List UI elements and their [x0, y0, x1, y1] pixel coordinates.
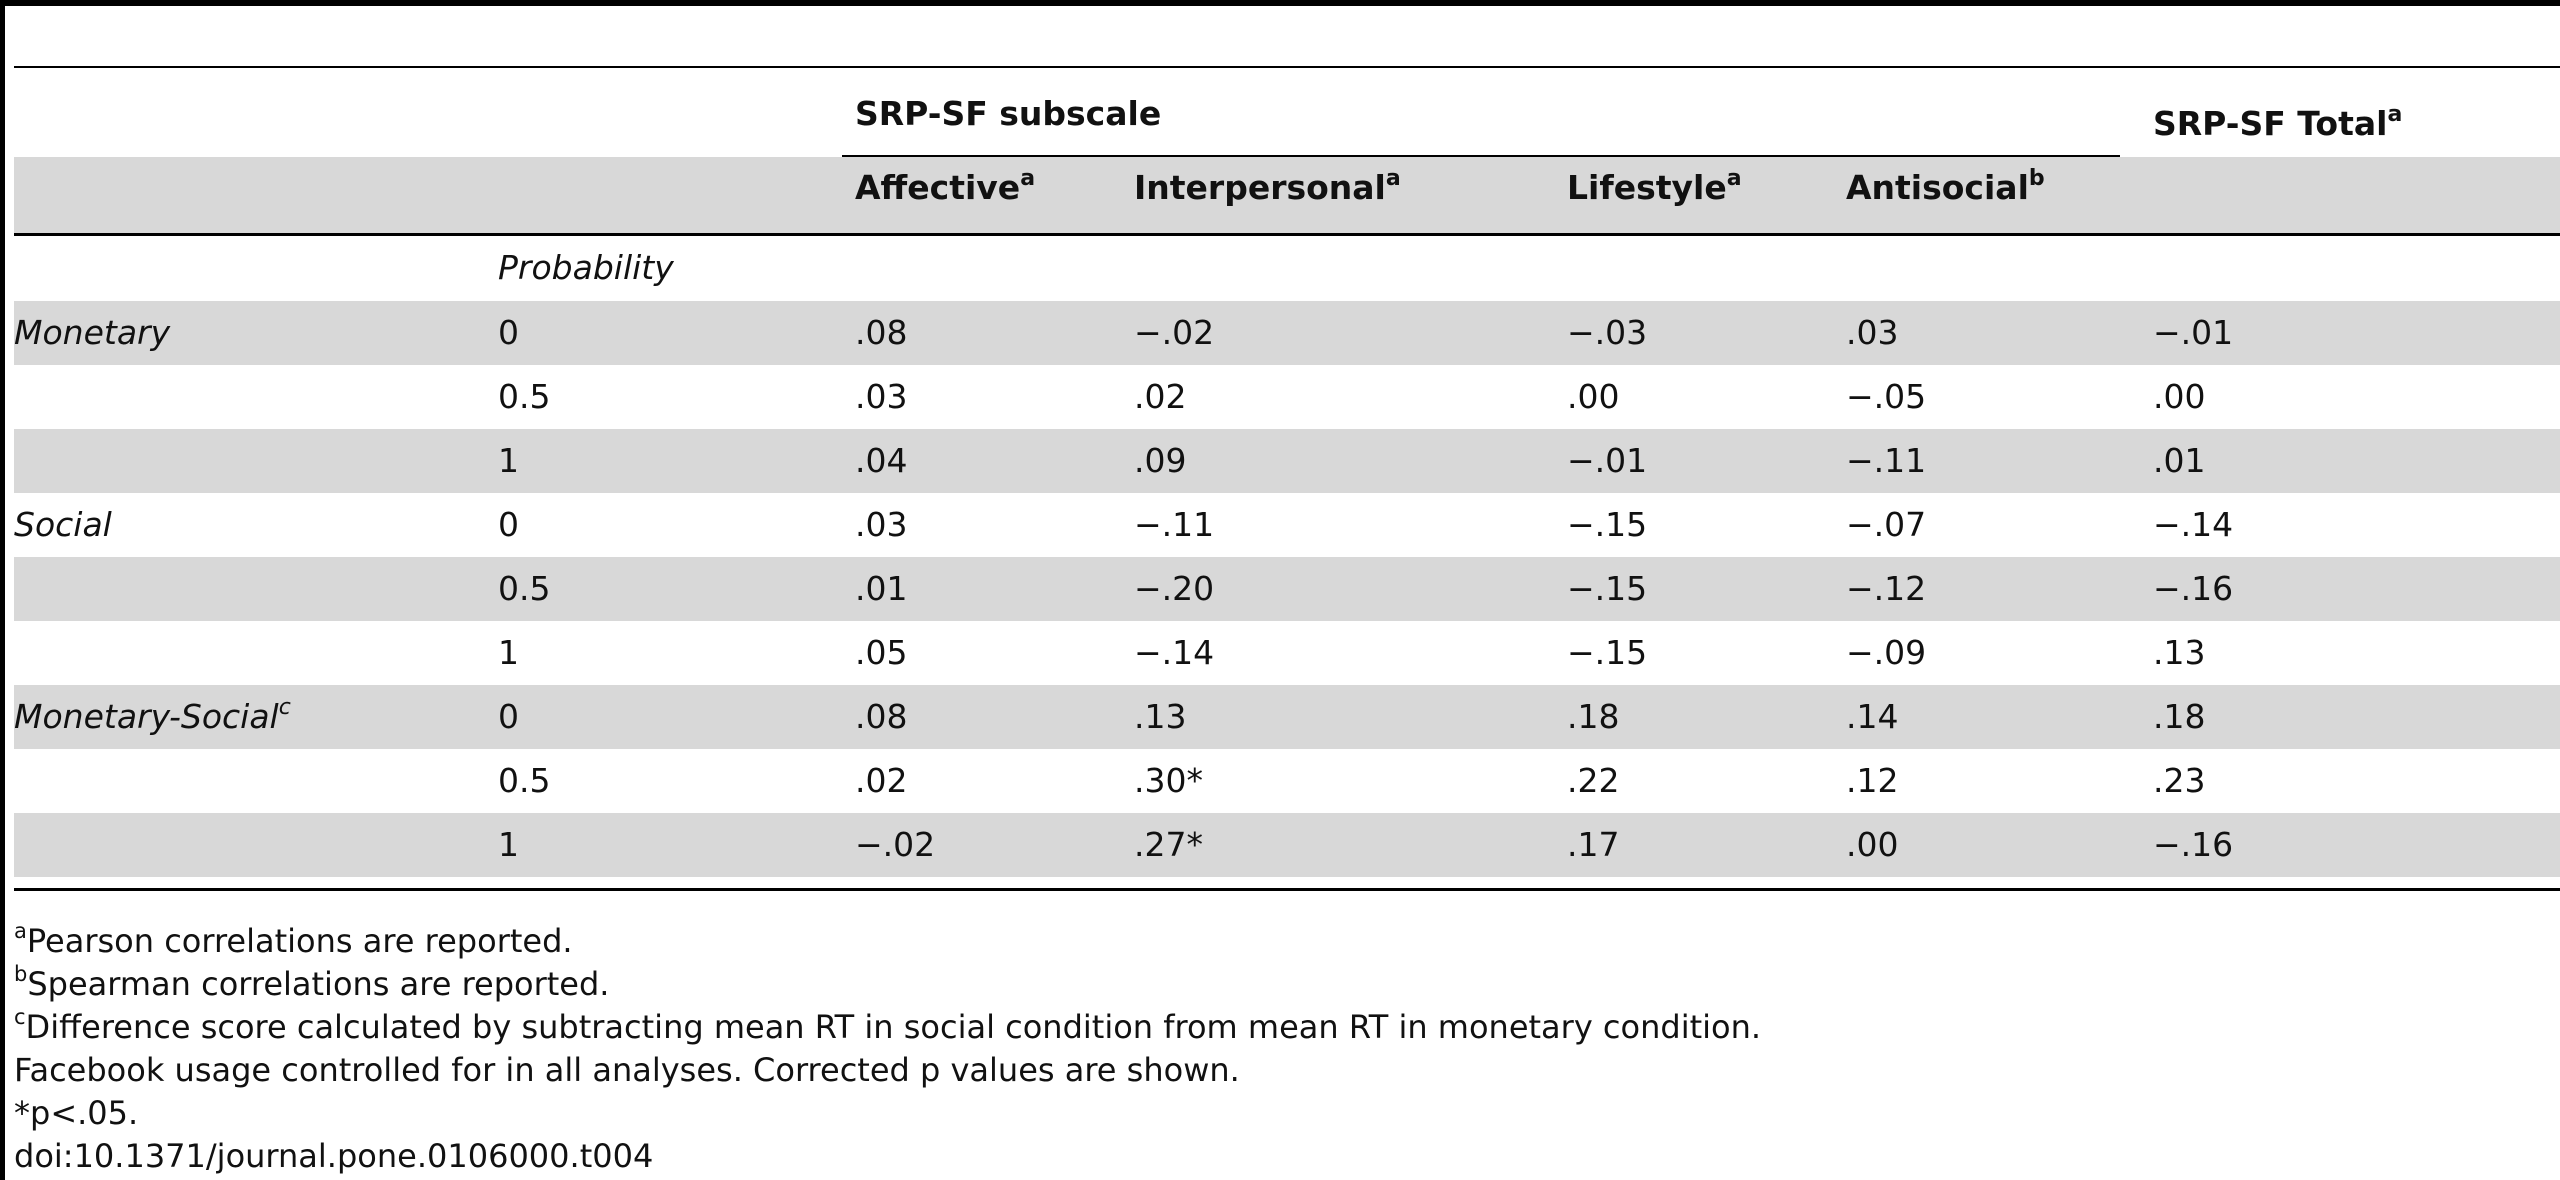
cell-antisocial: .12 [1846, 761, 1899, 800]
cell-lifestyle: .22 [1567, 761, 1620, 800]
cell-interpersonal: .13 [1134, 697, 1187, 736]
cell-interpersonal: −.20 [1134, 569, 1215, 608]
group-header-srp-subscale: SRP-SF subscale [855, 94, 1162, 133]
cell-antisocial: −.11 [1846, 441, 1927, 480]
table-row: 1 .05 −.14 −.15 −.09 .13 [14, 621, 2560, 685]
cell-interpersonal: .09 [1134, 441, 1187, 480]
cell-lifestyle: −.15 [1567, 633, 1648, 672]
cell-lifestyle: −.15 [1567, 569, 1648, 608]
cell-affective: .01 [855, 569, 908, 608]
cell-total: −.01 [2153, 313, 2234, 352]
cell-affective: .04 [855, 441, 908, 480]
footnote-b: bSpearman correlations are reported. [14, 962, 610, 1003]
table-row: 0.5 .01 −.20 −.15 −.12 −.16 [14, 557, 2560, 621]
row-probability: 0.5 [498, 377, 551, 416]
cell-lifestyle: −.15 [1567, 505, 1648, 544]
cell-interpersonal: −.11 [1134, 505, 1215, 544]
cell-affective: .08 [855, 313, 908, 352]
cell-total: .01 [2153, 441, 2206, 480]
table-row: 1 −.02 .27* .17 .00 −.16 [14, 813, 2560, 877]
cell-affective: .03 [855, 505, 908, 544]
table-row: Monetary 0 .08 −.02 −.03 .03 −.01 [14, 301, 2560, 365]
cell-affective: .03 [855, 377, 908, 416]
cell-total: −.16 [2153, 569, 2234, 608]
table-top-rule [14, 66, 2560, 68]
cell-lifestyle: .00 [1567, 377, 1620, 416]
row-probability: 0 [498, 313, 519, 352]
column-header-lifestyle: Lifestylea [1567, 166, 1742, 208]
cell-total: .23 [2153, 761, 2206, 800]
row-probability: 1 [498, 825, 519, 864]
cell-antisocial: −.09 [1846, 633, 1927, 672]
subheader-band [14, 157, 2560, 233]
cell-lifestyle: .18 [1567, 697, 1620, 736]
cell-antisocial: .14 [1846, 697, 1899, 736]
header-bottom-rule [14, 233, 2560, 236]
table-row: Social 0 .03 −.11 −.15 −.07 −.14 [14, 493, 2560, 557]
table-row: 0.5 .03 .02 .00 −.05 .00 [14, 365, 2560, 429]
row-probability: 0 [498, 697, 519, 736]
cell-antisocial: −.07 [1846, 505, 1927, 544]
column-header-affective: Affectivea [855, 166, 1036, 208]
row-condition: Monetary-Socialc [14, 695, 291, 737]
footnote-significance: *p<.05. [14, 1094, 139, 1132]
row-probability: 1 [498, 633, 519, 672]
row-condition: Monetary [14, 313, 171, 352]
cell-lifestyle: .17 [1567, 825, 1620, 864]
cell-lifestyle: −.03 [1567, 313, 1648, 352]
cell-total: .00 [2153, 377, 2206, 416]
subscale-group-rule [842, 155, 2120, 157]
cell-affective: .08 [855, 697, 908, 736]
cell-interpersonal: −.14 [1134, 633, 1215, 672]
probability-label: Probability [498, 248, 674, 287]
row-probability: 0.5 [498, 761, 551, 800]
cell-total: −.14 [2153, 505, 2234, 544]
footnote-a: aPearson correlations are reported. [14, 919, 573, 960]
table-row: 0.5 .02 .30* .22 .12 .23 [14, 749, 2560, 813]
cell-total: .18 [2153, 697, 2206, 736]
cell-antisocial: −.12 [1846, 569, 1927, 608]
table-bottom-rule [14, 888, 2560, 891]
cell-antisocial: .03 [1846, 313, 1899, 352]
footnote-controls: Facebook usage controlled for in all ana… [14, 1051, 1240, 1089]
cell-total: .13 [2153, 633, 2206, 672]
cell-interpersonal: .02 [1134, 377, 1187, 416]
row-probability: 0.5 [498, 569, 551, 608]
cell-interpersonal: .30* [1134, 761, 1203, 800]
cell-interpersonal: −.02 [1134, 313, 1215, 352]
cell-antisocial: −.05 [1846, 377, 1927, 416]
cell-affective: .05 [855, 633, 908, 672]
row-probability: 0 [498, 505, 519, 544]
footnote-c: cDifference score calculated by subtract… [14, 1005, 1762, 1046]
cell-interpersonal: .27* [1134, 825, 1203, 864]
cell-affective: .02 [855, 761, 908, 800]
doi-link[interactable]: doi:10.1371/journal.pone.0106000.t004 [14, 1137, 654, 1175]
cell-antisocial: .00 [1846, 825, 1899, 864]
cell-lifestyle: −.01 [1567, 441, 1648, 480]
column-header-srp-total: SRP-SF Totala [2153, 102, 2403, 144]
table-row: 1 .04 .09 −.01 −.11 .01 [14, 429, 2560, 493]
column-header-antisocial: Antisocialb [1846, 166, 2045, 208]
row-condition: Social [14, 505, 112, 544]
left-border-rule [0, 0, 5, 1180]
column-header-interpersonal: Interpersonala [1134, 166, 1401, 208]
cell-affective: −.02 [855, 825, 936, 864]
table-row: Monetary-Socialc 0 .08 .13 .18 .14 .18 [14, 685, 2560, 749]
top-border-rule [0, 0, 2560, 6]
cell-total: −.16 [2153, 825, 2234, 864]
row-probability: 1 [498, 441, 519, 480]
